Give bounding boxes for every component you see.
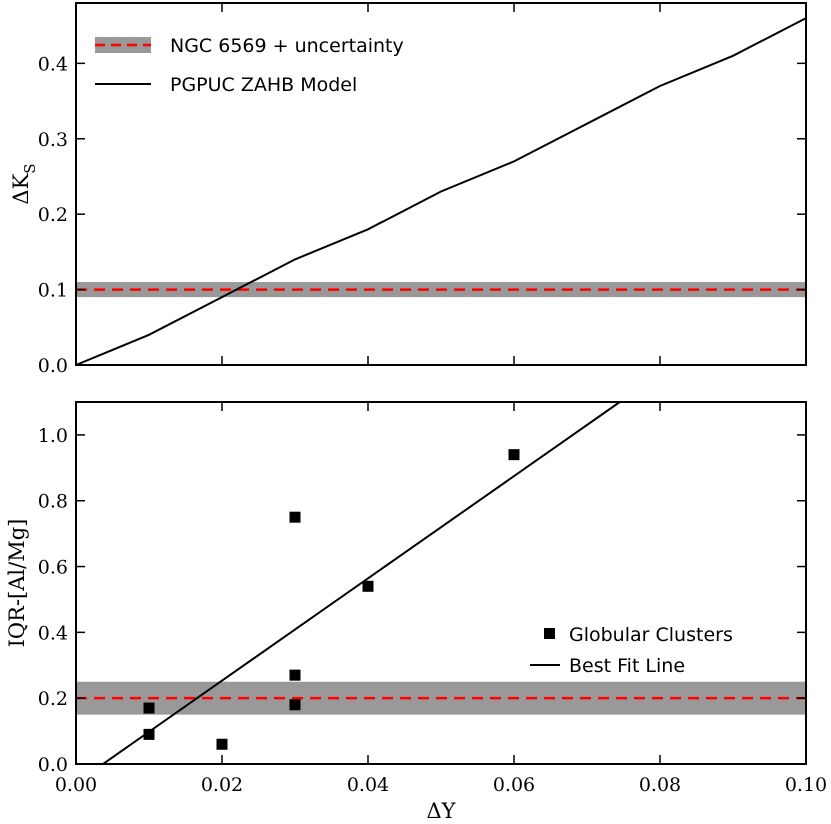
data-point <box>362 580 374 592</box>
legend-square-marker <box>544 628 555 639</box>
x-tick-label: 0.10 <box>785 774 827 796</box>
y-tick-label: 0.2 <box>38 688 68 710</box>
top-legend: NGC 6569 + uncertainty PGPUC ZAHB Model <box>95 35 404 96</box>
data-point <box>289 669 301 681</box>
bottom-plot-area <box>76 401 806 765</box>
y-tick-label: 0.4 <box>38 622 68 644</box>
y-tick-label: 0.6 <box>38 557 68 579</box>
x-tick-label: 0.06 <box>493 774 535 796</box>
data-point <box>216 738 228 750</box>
bottom-plot-frame <box>75 401 807 765</box>
legend-band-swatch <box>95 37 151 53</box>
y-tick-label: 0.8 <box>38 491 68 513</box>
top-series-line <box>75 17 807 366</box>
y-tick-label: 0.4 <box>38 53 68 75</box>
top-panel: 0.0 0.1 0.2 0.3 0.4 ΔKS NGC 6569 + uncertain… <box>9 2 807 377</box>
top-y-axis-label: ΔKS <box>9 163 39 204</box>
x-tick-label: 0.04 <box>347 774 389 796</box>
y-tick-label: 1.0 <box>38 425 68 447</box>
bottom-series-line <box>102 401 621 765</box>
x-tick-label: 0.00 <box>55 774 97 796</box>
top-plot-area <box>75 17 807 366</box>
y-tick-label: 0.0 <box>38 355 68 377</box>
data-point <box>289 699 301 711</box>
x-tick-label: 0.02 <box>201 774 243 796</box>
y-tick-label: 0.2 <box>38 204 68 226</box>
data-point <box>289 511 301 523</box>
bottom-ticks <box>75 402 807 765</box>
bottom-xtick-labels: 0.00 0.02 0.04 0.06 0.08 0.10 <box>55 774 827 796</box>
x-axis-label: ΔY <box>426 799 456 823</box>
top-ytick-labels: 0.0 0.1 0.2 0.3 0.4 <box>38 53 68 377</box>
top-plot-frame <box>75 2 807 366</box>
bottom-ytick-labels: 0.0 0.2 0.4 0.6 0.8 1.0 <box>38 425 68 776</box>
bottom-y-axis-label: IQR-[Al/Mg] <box>5 519 29 648</box>
top-ticks <box>75 3 807 366</box>
bottom-legend: Globular Clusters Best Fit Line <box>530 624 733 677</box>
data-point <box>143 702 155 714</box>
x-tick-label: 0.08 <box>639 774 681 796</box>
y-tick-label: 0.1 <box>38 280 68 302</box>
y-tick-label: 0.0 <box>38 754 68 776</box>
data-point <box>143 728 155 740</box>
legend-label-globular-clusters: Globular Clusters <box>569 624 733 646</box>
data-point <box>508 449 520 461</box>
bottom-panel: 0.00.20.40.60.81.0 0.00 0.02 0.04 0.06 0.08 0… <box>5 401 827 823</box>
legend-label-zahb-model: PGPUC ZAHB Model <box>170 74 357 96</box>
legend-label-best-fit-line: Best Fit Line <box>569 655 685 677</box>
y-tick-label: 0.3 <box>38 129 68 151</box>
legend-label-ngc6569: NGC 6569 + uncertainty <box>170 35 404 57</box>
